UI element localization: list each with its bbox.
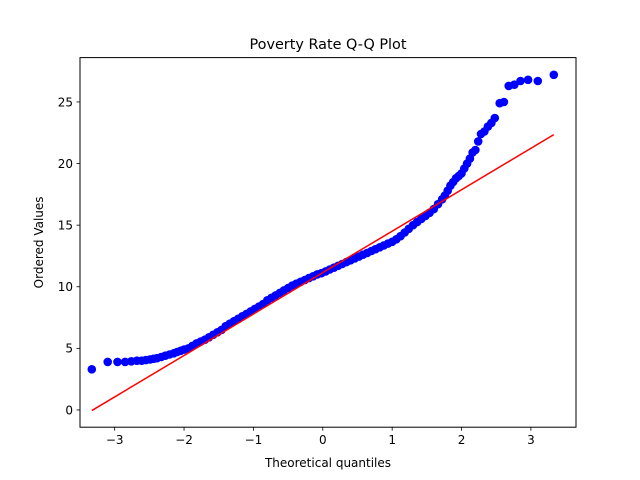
axes-frame	[79, 57, 577, 428]
data-point	[510, 80, 519, 89]
y-tick-label: 25	[58, 95, 73, 109]
data-point	[103, 357, 112, 367]
y-tick-label: 15	[58, 218, 73, 232]
plot-area	[87, 70, 559, 412]
x-tick-label: −2	[175, 433, 193, 447]
x-tick-label: 0	[319, 433, 327, 447]
data-point	[87, 365, 97, 374]
y-axis-label: Ordered Values	[32, 196, 46, 288]
data-point	[516, 76, 525, 86]
data-point	[499, 97, 509, 107]
x-axis-label: Theoretical quantiles	[264, 456, 391, 470]
y-axis: 0 5 10 15 20 25	[58, 95, 80, 417]
data-point	[549, 70, 559, 80]
reference-line	[91, 133, 555, 412]
x-tick-label: 2	[458, 433, 466, 447]
data-point	[533, 76, 543, 86]
x-tick-label: −3	[106, 433, 124, 447]
data-point	[473, 137, 483, 146]
x-tick-label: 3	[527, 433, 535, 447]
y-tick-label: 10	[58, 280, 73, 294]
data-point	[113, 357, 122, 367]
x-axis: −3 −2 −1 0 1 2 3	[106, 427, 535, 447]
y-tick-label: 0	[65, 403, 73, 417]
x-tick-label: 1	[388, 433, 396, 447]
y-tick-label: 5	[65, 342, 73, 356]
data-point	[471, 145, 480, 155]
data-point	[523, 75, 533, 85]
x-tick-label: −1	[245, 433, 263, 447]
data-point	[490, 113, 500, 123]
y-tick-label: 20	[58, 157, 73, 171]
chart-title: Poverty Rate Q-Q Plot	[249, 37, 406, 53]
data-point	[120, 357, 130, 367]
